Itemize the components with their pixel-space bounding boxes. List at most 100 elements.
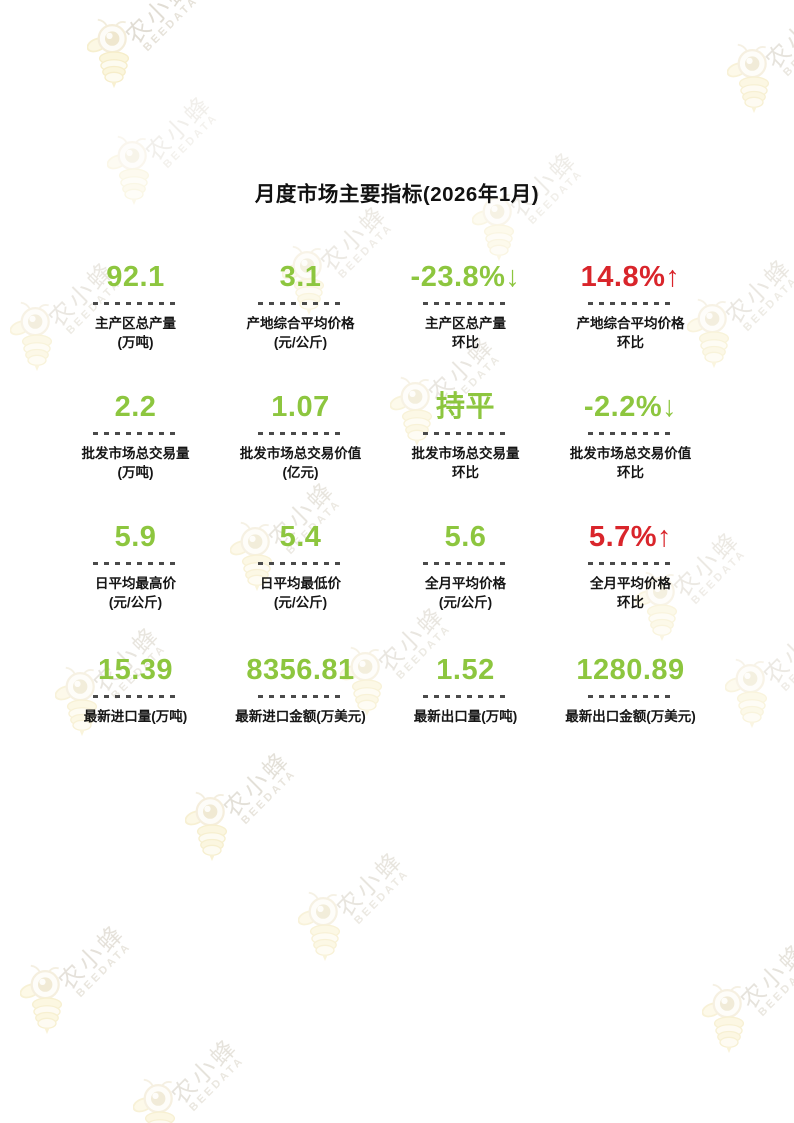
metric-label: 主产区总产量 (万吨) [53,314,218,352]
bee-mascot-icon [727,43,770,114]
metric-label-text: 日平均最低价 [260,576,341,591]
dashed-divider [422,562,509,565]
metric-value: 5.6 [444,521,487,553]
dashed-divider [92,432,179,435]
metric-card: 5.6 全月平均价格 (元/公斤) [383,520,548,612]
metric-label-text: 最新出口金额(万美元) [565,709,696,724]
metric-value: 14.8%↑ [580,261,681,293]
watermark-cn-text: 农小蜂 [218,746,296,823]
metric-card: 1.07 批发市场总交易价值 (亿元) [218,390,383,482]
dashed-divider [587,562,674,565]
metric-label: 产地综合平均价格 (元/公斤) [218,314,383,352]
beedata-watermark: 农小蜂 BEEDATA [725,0,794,120]
metric-value: 持平 [435,391,495,423]
dashed-divider [257,562,344,565]
metric-label: 最新进口量(万吨) [53,707,218,726]
metric-value: -2.2%↓ [583,391,678,423]
dashed-divider [422,432,509,435]
dashed-divider [257,432,344,435]
metric-label: 全月平均价格 (元/公斤) [383,574,548,612]
metric-label: 最新出口金额(万美元) [548,707,713,726]
metric-value: 2.2 [114,391,157,423]
watermark-cn-text: 农小蜂 [120,0,198,50]
metric-label: 最新出口量(万吨) [383,707,548,726]
page-title: 月度市场主要指标(2026年1月) [254,183,540,206]
dashed-divider [422,302,509,305]
bee-mascot-icon [298,891,341,962]
watermark-en-text: BEEDATA [779,634,794,694]
metric-card: 5.4 日平均最低价 (元/公斤) [218,520,383,612]
metric-label-text: 日平均最高价 [95,576,176,591]
metric-card: 3.1 产地综合平均价格 (元/公斤) [218,260,383,352]
metric-label-unit: (元/公斤) [438,595,493,610]
beedata-watermark: 农小蜂 BEEDATA [183,718,333,868]
metric-label-unit: (元/公斤) [273,335,328,350]
metric-label-text: 最新进口金额(万美元) [235,709,366,724]
metric-label-text: 产地综合平均价格 [246,316,355,331]
metric-label-unit: 环比 [617,465,644,480]
metric-label: 最新进口金额(万美元) [218,707,383,726]
metric-value: 1280.89 [576,654,685,686]
bee-mascot-icon [725,658,768,729]
metric-value: 92.1 [106,261,165,293]
metric-label-text: 主产区总产量 [425,316,506,331]
watermark-en-text: BEEDATA [239,767,299,827]
watermark-cn-text: 农小蜂 [735,938,794,1015]
dashed-divider [92,562,179,565]
metrics-row: 5.9 日平均最高价 (元/公斤) 5.4 日平均最低价 (元/公斤) 5.6 全月平均价格 (… [53,520,713,612]
metrics-row: 2.2 批发市场总交易量 (万吨) 1.07 批发市场总交易价值 (亿元) 持平 批发市场总交… [53,390,713,482]
metric-value: 5.4 [279,521,322,553]
watermark-en-text: BEEDATA [187,1054,247,1114]
metric-label-text: 批发市场总交易量 [81,446,190,461]
metric-label-text: 批发市场总交易价值 [239,446,362,461]
metric-label-text: 最新进口量(万吨) [83,709,188,724]
bee-mascot-icon [133,1078,176,1123]
metric-value: -23.8%↓ [410,261,521,293]
metric-card: 1.52 最新出口量(万吨) [383,653,548,726]
dashed-divider [587,695,674,698]
metric-label: 产地综合平均价格 环比 [548,314,713,352]
watermark-cn-text: 农小蜂 [53,919,131,996]
metric-card: 5.7%↑ 全月平均价格 环比 [548,520,713,612]
metric-card: -2.2%↓ 批发市场总交易价值 环比 [548,390,713,482]
beedata-watermark: 农小蜂 BEEDATA [18,891,168,1041]
metric-card: 14.8%↑ 产地综合平均价格 环比 [548,260,713,352]
watermark-cn-text: 农小蜂 [166,1033,244,1110]
metric-value: 3.1 [279,261,322,293]
metric-label-text: 全月平均价格 [425,576,506,591]
metric-label-text: 最新出口量(万吨) [413,709,518,724]
watermark-cn-text: 农小蜂 [140,90,218,167]
dashed-divider [587,302,674,305]
metrics-row: 92.1 主产区总产量 (万吨) 3.1 产地综合平均价格 (元/公斤) -23.8%↓ 主产… [53,260,713,352]
metric-value: 15.39 [97,654,174,686]
watermark-en-text: BEEDATA [161,111,221,171]
watermark-en-text: BEEDATA [74,940,134,1000]
watermark-en-text: BEEDATA [352,867,412,927]
dashed-divider [587,432,674,435]
metric-value: 8356.81 [246,654,355,686]
metric-label: 批发市场总交易价值 环比 [548,444,713,482]
bee-mascot-icon [702,983,745,1054]
dashed-divider [422,695,509,698]
metric-value: 1.52 [436,654,495,686]
metric-value: 1.07 [271,391,330,423]
metric-card: 5.9 日平均最高价 (元/公斤) [53,520,218,612]
watermark-en-text: BEEDATA [781,19,794,79]
metric-value: 5.9 [114,521,157,553]
metric-label: 批发市场总交易量 环比 [383,444,548,482]
metric-label-unit: 环比 [617,595,644,610]
metric-label: 日平均最高价 (元/公斤) [53,574,218,612]
dashed-divider [257,302,344,305]
metric-label: 日平均最低价 (元/公斤) [218,574,383,612]
metric-label-unit: (亿元) [282,465,319,480]
beedata-watermark: 农小蜂 BEEDATA [296,818,446,968]
metric-label: 全月平均价格 环比 [548,574,713,612]
metric-label-unit: (元/公斤) [108,595,163,610]
bee-mascot-icon [87,18,130,89]
metric-label: 主产区总产量 环比 [383,314,548,352]
metric-label-text: 主产区总产量 [95,316,176,331]
watermark-cn-text: 农小蜂 [720,253,794,330]
metric-card: 2.2 批发市场总交易量 (万吨) [53,390,218,482]
metric-label-unit: (万吨) [117,335,154,350]
